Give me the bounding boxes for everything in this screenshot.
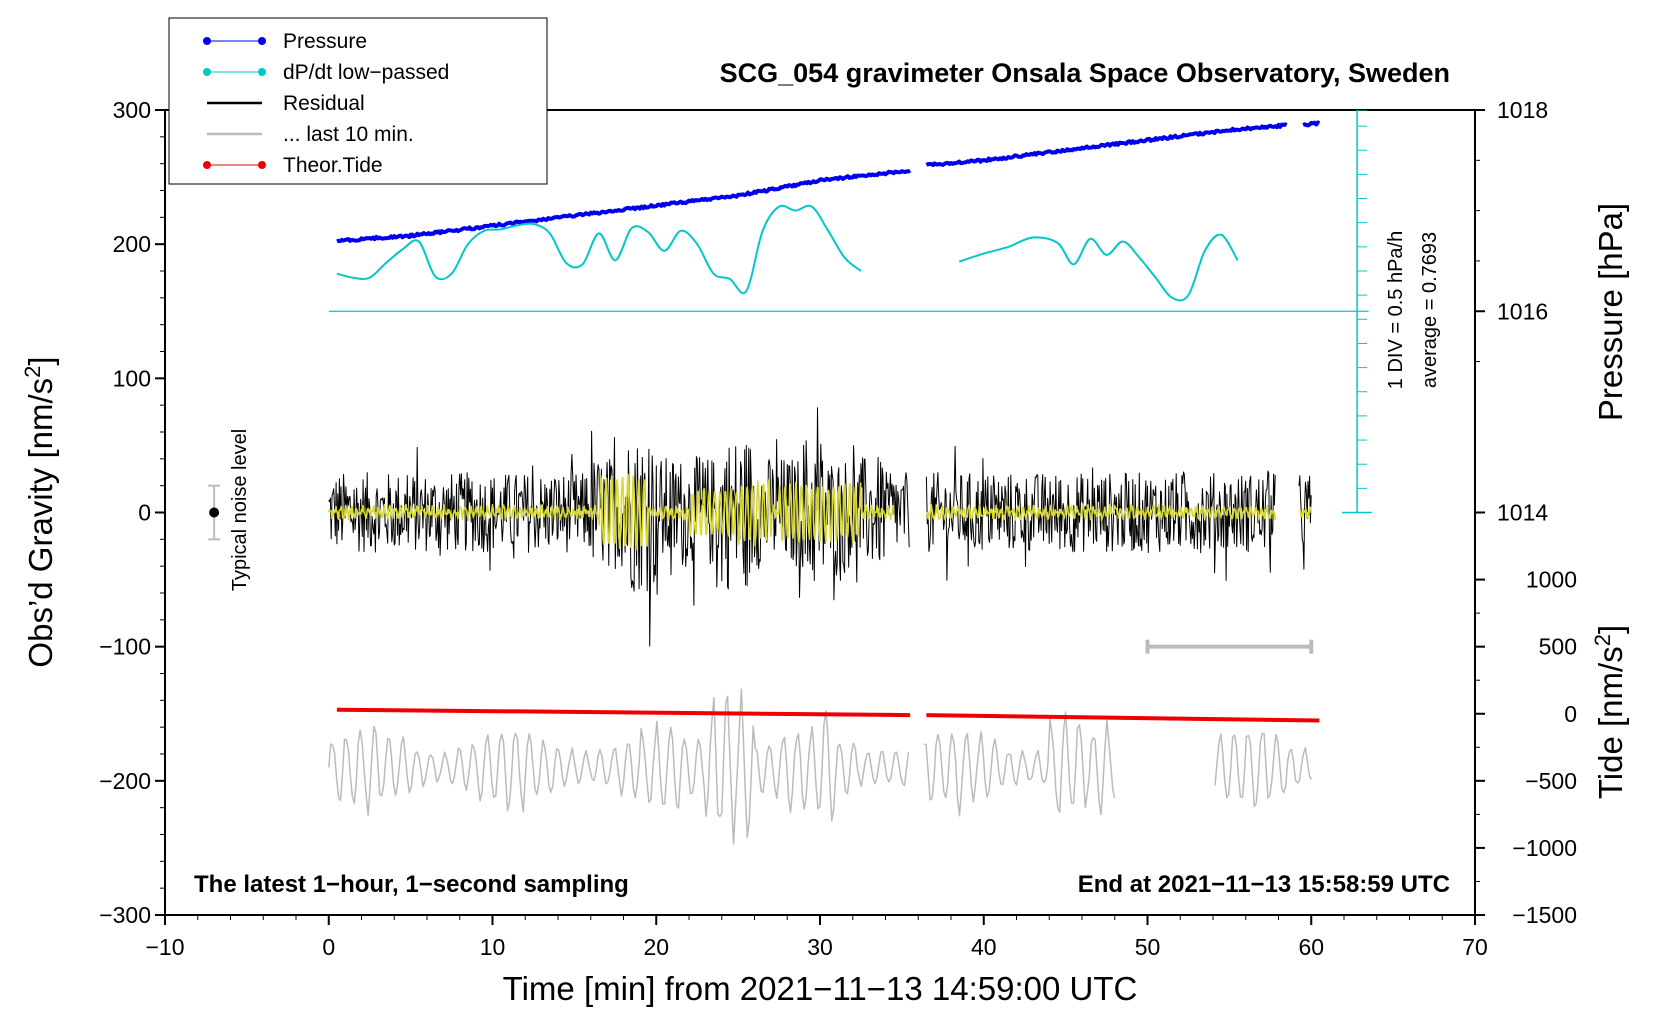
series-layer [328,120,1321,845]
pressure-tick-label: 1018 [1497,97,1548,123]
last10-line [1214,732,1312,808]
lowpass-line [1299,506,1312,519]
tide-title-sup: 2 [1590,634,1615,646]
legend: Pressure dP/dt low−passed Residual ... last… [168,17,548,185]
pressure-tick-label: 1016 [1497,298,1548,324]
y-axis-tide-title: Tide [nm/s2] [1590,625,1629,799]
last10-line [923,711,1116,817]
legend-label: dP/dt low−passed [283,61,449,84]
tide-tick-label: −500 [1525,768,1577,794]
pressure-div-scale [328,110,1373,514]
y-axis-pressure-title: Pressure [hPa] [1592,203,1629,421]
tide-tick-label: 0 [1564,701,1577,727]
tide-title-main: Tide [nm/s [1592,646,1629,799]
tide-tick-label: −1500 [1512,902,1577,928]
tide-line [336,707,911,718]
noise-bar-dot [209,507,220,518]
x-tick-label: 50 [1135,934,1161,960]
average-label: average = 0.7693 [1419,232,1441,388]
y-axis-left-title: Obs’d Gravity [nm/s2] [20,356,59,667]
legend-marker [258,68,266,76]
dpdt-line [958,233,1239,302]
y-left-title-sup: 2 [20,366,45,378]
legend-label: Pressure [283,30,367,53]
x-tick-label: −10 [145,934,184,960]
y-left-tick-label: 200 [113,231,151,257]
y-left-tick-label: 100 [113,365,151,391]
tide-tick-label: 500 [1539,634,1577,660]
legend-label: ... last 10 min. [283,123,414,146]
tide-tick-label: 1000 [1526,567,1577,593]
x-tick-label: 70 [1462,934,1488,960]
x-tick-label: 10 [480,934,506,960]
chart-title: SCG_054 gravimeter Onsala Space Observat… [720,58,1450,88]
bottom-left-note: The latest 1−hour, 1−second sampling [194,871,629,898]
tide-tick-label: −1000 [1512,835,1577,861]
lowpass-line [926,503,1276,522]
y-left-title-main: Obs’d Gravity [nm/s [22,378,59,668]
residual-line [1298,475,1312,570]
noise-level-label: Typical noise level [229,429,251,591]
x-tick-label: 40 [971,934,997,960]
last10-line [328,688,910,845]
div-scale-label: 1 DIV = 0.5 hPa/h [1385,231,1407,389]
legend-marker [203,37,211,45]
x-tick-label: 20 [643,934,669,960]
x-tick-label: 60 [1298,934,1324,960]
y-left-tick-label: 300 [113,97,151,123]
lowpass-line [328,473,895,551]
legend-marker [203,161,211,169]
legend-label: Theor.Tide [283,154,383,177]
y-left-title-close: ] [22,356,59,365]
y-left-tick-label: −200 [99,768,151,794]
pressure-tick-label: 1014 [1497,500,1548,526]
y-left-tick-label: 0 [138,500,151,526]
x-axis: −10 0 10 20 30 40 50 60 70 [145,915,1488,960]
pressure-line [925,122,1288,168]
x-tick-label: 30 [807,934,833,960]
y-axis-pressure: 1014 1016 1018 [1475,97,1548,526]
dpdt-line [336,204,862,295]
y-axis-left: −300 −200 −100 0 100 200 300 [99,97,165,928]
y-left-tick-label: −100 [99,634,151,660]
y-left-tick-label: −300 [99,902,151,928]
legend-marker [258,37,266,45]
pressure-line [336,168,912,244]
x-axis-title: Time [min] from 2021−11−13 14:59:00 UTC [503,970,1138,1007]
x-tick-label: 0 [322,934,335,960]
noise-level-bar [208,484,221,541]
y-axis-tide: −1500 −1000 −500 0 500 1000 [1475,567,1577,928]
legend-marker [203,68,211,76]
tide-line [926,713,1320,723]
time-scale-bar [1145,639,1314,654]
legend-label: Residual [283,92,365,115]
bottom-right-note: End at 2021−11−13 15:58:59 UTC [1078,871,1450,898]
pressure-line [1302,120,1321,128]
legend-marker [258,161,266,169]
legend-box [168,17,548,185]
tide-title-close: ] [1592,625,1629,634]
